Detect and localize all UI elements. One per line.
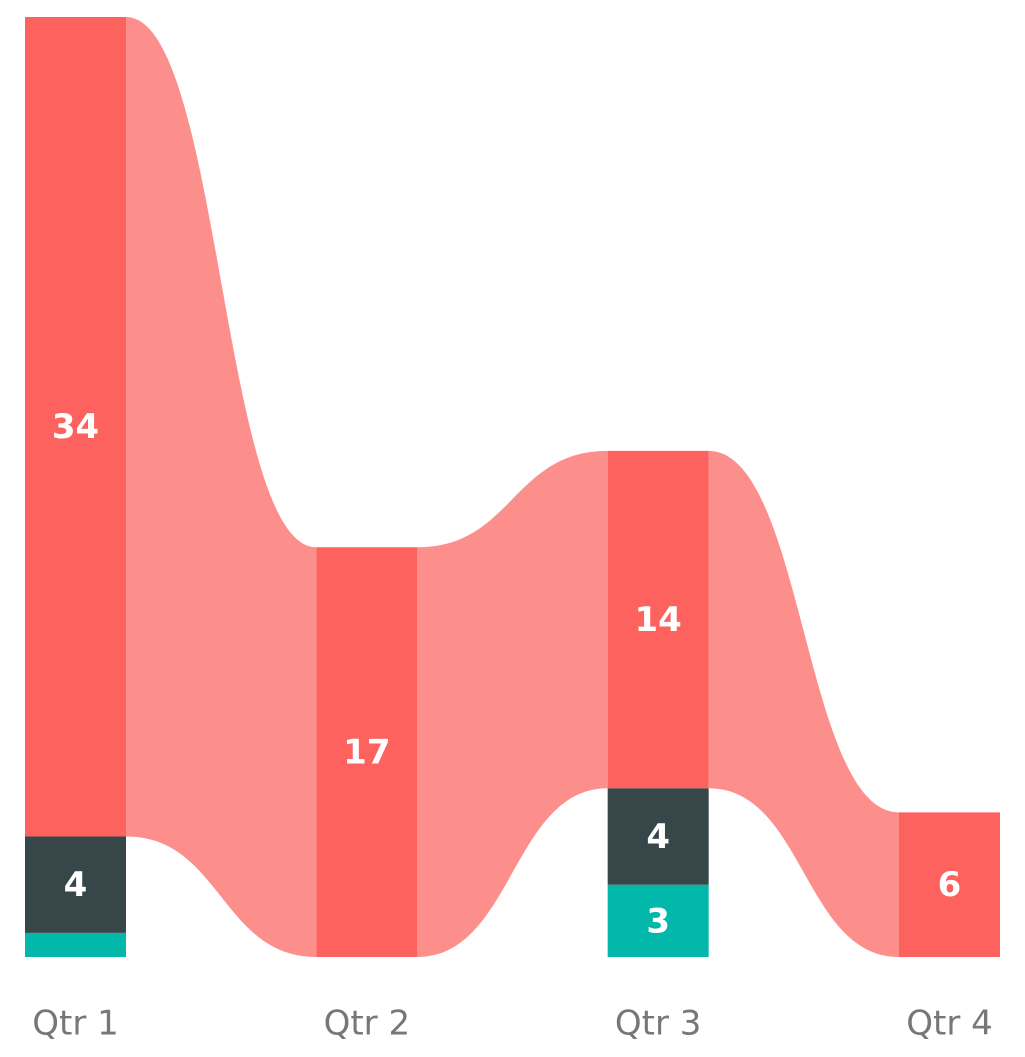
bar-segment [607,788,709,885]
value-label: 14 [635,600,682,640]
bar-segment [316,547,418,957]
bar-segment [25,17,126,837]
value-label: 6 [938,865,962,905]
ribbons [126,17,899,957]
ribbon [126,17,317,957]
value-label: 4 [64,865,88,905]
bar-segment [25,836,126,933]
bar-segment [607,450,709,789]
bar-segment [25,932,126,957]
x-tick-label: Qtr 1 [32,1004,119,1044]
value-label: 3 [646,901,670,941]
bar-segment [899,812,1000,957]
ribbon [708,450,899,957]
x-tick-label: Qtr 2 [324,1004,411,1044]
value-label: 34 [52,407,99,447]
x-tick-label: Qtr 3 [615,1004,702,1044]
x-tick-label: Qtr 4 [906,1004,993,1044]
value-label: 4 [646,817,670,857]
bar-segment [607,884,709,957]
value-label: 17 [343,733,390,773]
ribbon [417,450,608,957]
